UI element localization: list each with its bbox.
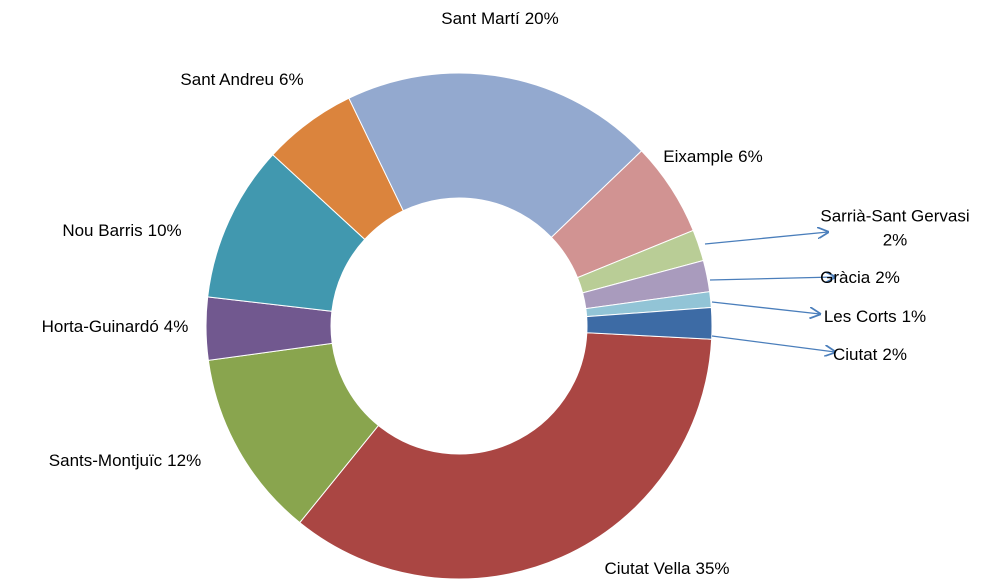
data-label-value: 6% bbox=[279, 70, 304, 89]
leader-arrow bbox=[711, 335, 835, 352]
data-label-name: Gràcia bbox=[820, 268, 871, 287]
data-label-name: Ciutat bbox=[833, 345, 878, 364]
data-label-value: 4% bbox=[164, 317, 189, 336]
data-label-name: Horta-Guinardó bbox=[42, 317, 159, 336]
data-label-value: 10% bbox=[148, 221, 182, 240]
data-label-name: Sants-Montjuïc bbox=[49, 451, 163, 470]
leader-arrow bbox=[704, 232, 828, 245]
leader-arrow bbox=[709, 277, 835, 280]
donut-slice bbox=[299, 332, 713, 580]
data-label: Eixample 6% bbox=[663, 147, 763, 166]
data-label: Sant Martí 20% bbox=[441, 9, 558, 28]
data-label-name: Eixample bbox=[663, 147, 733, 166]
leader-arrow bbox=[711, 301, 820, 314]
data-label-name: Sarrià-Sant Gervasi bbox=[820, 206, 969, 225]
data-label-value: 6% bbox=[738, 147, 763, 166]
data-label-value: 1% bbox=[902, 307, 927, 326]
data-label: Gràcia 2% bbox=[820, 268, 900, 287]
donut-slice bbox=[586, 306, 713, 340]
data-label-value: 2% bbox=[883, 230, 908, 249]
data-label: Nou Barris 10% bbox=[62, 221, 181, 240]
data-label: Ciutat 2% bbox=[833, 345, 907, 364]
data-label-value: 2% bbox=[875, 268, 900, 287]
data-label-name: Nou Barris bbox=[62, 221, 142, 240]
data-label: Horta-Guinardó 4% bbox=[42, 317, 189, 336]
data-label-name: Sant Martí bbox=[441, 9, 520, 28]
data-label-name: Sant Andreu bbox=[180, 70, 274, 89]
data-label-value: 12% bbox=[167, 451, 201, 470]
data-label-value: 20% bbox=[525, 9, 559, 28]
data-label: Sant Andreu 6% bbox=[180, 70, 303, 89]
donut-slice bbox=[348, 72, 643, 239]
data-label: Sants-Montjuïc 12% bbox=[49, 451, 201, 470]
data-label: Ciutat Vella 35% bbox=[604, 559, 729, 578]
data-label-value: 2% bbox=[882, 345, 907, 364]
data-label-name: Les Corts bbox=[824, 307, 897, 326]
data-label-name: Ciutat Vella bbox=[604, 559, 691, 578]
data-label-value: 35% bbox=[695, 559, 729, 578]
data-label: Les Corts 1% bbox=[824, 307, 926, 326]
